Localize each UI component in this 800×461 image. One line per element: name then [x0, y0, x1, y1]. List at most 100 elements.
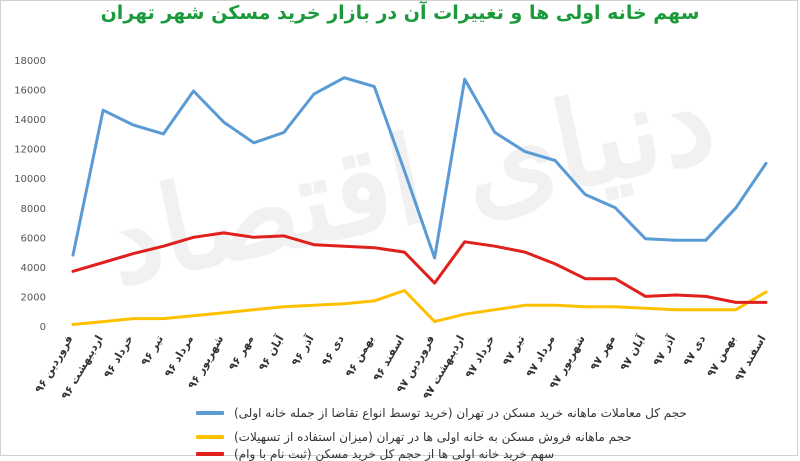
data-point-s1-15: [523, 304, 527, 307]
data-point-s2-15: [523, 250, 527, 254]
data-point-s2-12: [433, 281, 436, 285]
data-point-s2-9: [342, 245, 346, 248]
data-point-s1-13: [463, 312, 466, 316]
data-point-s1-2: [132, 317, 135, 320]
y-tick-label: 6000: [21, 233, 46, 244]
y-tick-label: 0: [40, 322, 46, 333]
data-point-s0-16: [553, 159, 557, 162]
legend-item-first-home-sales: حجم ماهانه فروش مسکن به خانه اولی ها در …: [196, 426, 756, 448]
data-point-s2-23: [764, 301, 768, 304]
data-point-s0-12: [433, 256, 436, 260]
data-point-s2-3: [162, 245, 165, 248]
x-category-label: آذر ۹۶: [288, 332, 317, 368]
data-point-s2-20: [674, 293, 677, 297]
data-point-s2-16: [553, 262, 557, 266]
data-point-s1-9: [342, 302, 346, 306]
data-point-s2-1: [101, 261, 105, 264]
data-point-s0-15: [523, 150, 527, 153]
data-point-s2-19: [644, 295, 647, 298]
data-point-s0-17: [584, 193, 587, 196]
data-point-s2-0: [71, 270, 75, 273]
data-point-s0-1: [101, 109, 105, 112]
data-point-s1-10: [373, 299, 376, 303]
x-category-label: مهر ۹۶: [226, 333, 256, 373]
data-point-s1-17: [584, 305, 587, 308]
data-point-s1-23: [764, 290, 768, 294]
data-point-s0-18: [614, 206, 617, 209]
y-tick-label: 2000: [21, 292, 46, 303]
y-tick-label: 8000: [21, 204, 46, 215]
data-point-s0-14: [493, 131, 497, 134]
data-point-s1-20: [674, 308, 677, 311]
data-point-s0-22: [734, 206, 738, 209]
x-category-label: آذر ۹۷: [650, 332, 679, 368]
data-point-s2-6: [252, 236, 255, 239]
data-point-s0-5: [222, 120, 225, 124]
x-category-label: مرداد ۹۶: [162, 333, 196, 379]
data-point-s0-0: [71, 253, 75, 257]
x-category-label: بهمن ۹۷: [704, 333, 738, 379]
y-tick-label: 16000: [14, 86, 46, 97]
data-point-s1-14: [493, 308, 497, 311]
data-point-s2-13: [463, 240, 466, 243]
data-point-s0-7: [282, 131, 286, 134]
data-point-s1-18: [614, 305, 617, 308]
data-point-s0-3: [162, 132, 165, 136]
data-point-s1-4: [192, 314, 195, 317]
data-point-s2-2: [132, 252, 135, 255]
data-point-s0-20: [674, 239, 677, 242]
data-point-s0-8: [312, 92, 316, 96]
y-tick-label: 4000: [21, 263, 46, 274]
data-point-s1-5: [222, 311, 225, 314]
data-point-s1-11: [403, 289, 406, 292]
data-point-s0-13: [463, 78, 466, 81]
data-point-s2-14: [493, 245, 497, 248]
data-point-s1-1: [101, 320, 105, 323]
x-category-label: تیر ۹۶: [138, 333, 166, 368]
data-point-s2-7: [282, 234, 286, 238]
data-point-s1-16: [553, 304, 557, 307]
x-category-label: آبان ۹۷: [617, 332, 649, 373]
x-category-label: مهر ۹۷: [588, 333, 618, 373]
x-category-label: دی ۹۶: [319, 333, 347, 368]
legend-swatch-red: [196, 452, 224, 456]
data-point-s2-5: [222, 231, 225, 235]
x-category-label: خرداد ۹۶: [101, 333, 136, 380]
data-point-s1-3: [162, 317, 165, 320]
data-point-s2-10: [373, 246, 376, 249]
data-point-s0-10: [373, 85, 376, 88]
series-line-2: [71, 231, 768, 304]
data-point-s2-4: [192, 236, 195, 239]
data-point-s0-2: [132, 123, 135, 127]
y-tick-label: 14000: [14, 115, 46, 126]
legend-item-share: سهم خرید خانه اولی ها از حجم کل خرید مسک…: [196, 447, 756, 461]
data-point-s1-7: [282, 305, 286, 308]
x-category-label: بهمن ۹۶: [343, 333, 377, 379]
legend-item-total-transactions: حجم کل معاملات ماهانه خرید مسکن در تهران…: [196, 402, 756, 424]
series-line-0: [71, 76, 768, 260]
chart-title: سهم خانه اولی ها و تغییرات آن در بازار خ…: [100, 2, 700, 24]
data-point-s2-18: [614, 277, 617, 280]
data-point-s1-0: [71, 323, 75, 326]
data-point-s2-11: [403, 250, 406, 254]
data-point-s1-21: [704, 308, 707, 311]
data-point-s1-8: [312, 304, 316, 307]
legend-label-total: حجم کل معاملات ماهانه خرید مسکن در تهران…: [234, 406, 687, 420]
data-point-s1-22: [734, 308, 738, 311]
y-tick-label: 18000: [14, 56, 46, 67]
data-point-s2-21: [704, 295, 707, 298]
x-category-label: خرداد ۹۷: [463, 333, 498, 380]
legend-swatch-yellow: [196, 435, 224, 439]
data-point-s0-21: [704, 239, 707, 242]
y-tick-label: 10000: [14, 174, 46, 185]
x-category-label: دی ۹۷: [681, 333, 709, 368]
data-point-s0-11: [403, 169, 406, 173]
x-category-label: آبان ۹۶: [255, 332, 287, 373]
data-point-s2-8: [312, 243, 316, 246]
data-point-s1-19: [644, 307, 647, 310]
legend-swatch-blue: [196, 411, 224, 415]
data-point-s0-9: [342, 76, 346, 79]
legend-label-share: سهم خرید خانه اولی ها از حجم کل خرید مسک…: [234, 447, 555, 461]
